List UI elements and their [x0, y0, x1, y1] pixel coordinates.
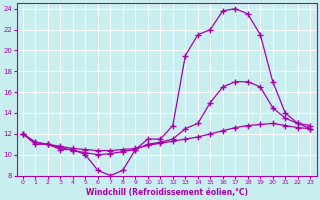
X-axis label: Windchill (Refroidissement éolien,°C): Windchill (Refroidissement éolien,°C): [85, 188, 248, 197]
